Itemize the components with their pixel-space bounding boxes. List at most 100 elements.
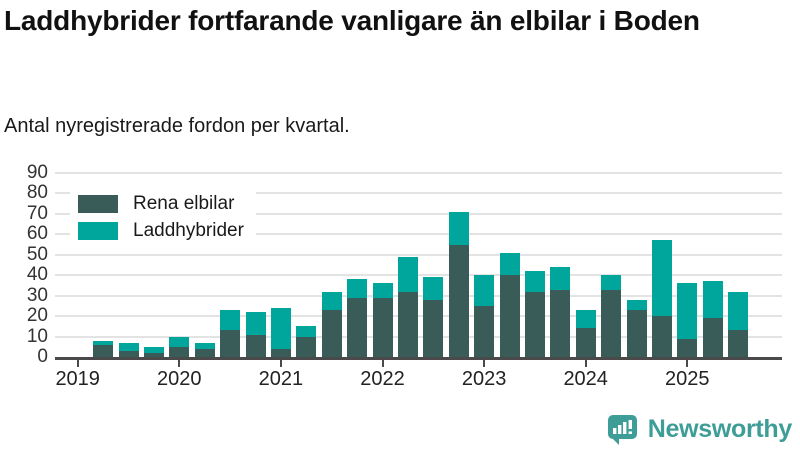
- bar-segment-laddhybrider: [702, 281, 723, 319]
- bar-segment-laddhybrider: [677, 283, 698, 339]
- bar-segment-laddhybrider: [474, 275, 495, 306]
- bar-segment-rena-elbilar: [372, 297, 393, 357]
- x-axis-year-label: 2023: [461, 368, 507, 390]
- y-axis-tick-label: 50: [26, 243, 48, 265]
- x-axis-tick: [381, 360, 384, 367]
- bar-segment-laddhybrider: [372, 283, 393, 298]
- bar-segment-laddhybrider: [601, 275, 622, 290]
- x-axis-year-label: 2025: [665, 368, 710, 390]
- legend-item-laddhybrider: Laddhybrider: [78, 220, 244, 242]
- bar-segment-rena-elbilar: [169, 346, 190, 357]
- legend-label-laddhybrider: Laddhybrider: [133, 220, 244, 241]
- bar-segment-laddhybrider: [220, 309, 241, 331]
- gridline-10: [55, 335, 782, 338]
- legend-label-rena-elbilar: Rena elbilar: [133, 193, 235, 214]
- y-axis-tick-label: 20: [26, 305, 48, 327]
- legend-swatch-rena-elbilar: [78, 195, 118, 213]
- bar-segment-laddhybrider: [270, 307, 291, 349]
- bar-chart-speech-bubble-icon: [607, 415, 637, 445]
- x-axis-year-label: 2024: [563, 368, 608, 390]
- bar-segment-rena-elbilar: [601, 289, 622, 357]
- bar-segment-rena-elbilar: [93, 344, 114, 357]
- x-axis-line: [55, 357, 782, 360]
- bar-segment-rena-elbilar: [397, 291, 418, 357]
- chart-subtitle: Antal nyregistrerade fordon per kvartal.: [4, 115, 350, 137]
- bar-segment-laddhybrider: [169, 336, 190, 347]
- bar-segment-rena-elbilar: [651, 316, 672, 357]
- gridline-20: [55, 315, 782, 318]
- bar-segment-rena-elbilar: [575, 328, 596, 357]
- gridline-50: [55, 253, 782, 256]
- bar-segment-rena-elbilar: [296, 336, 317, 357]
- x-axis-year-label: 2020: [157, 368, 202, 390]
- y-axis-tick-label: 40: [26, 264, 48, 286]
- legend-swatch-laddhybrider: [78, 222, 118, 240]
- y-axis-tick-label: 30: [26, 284, 48, 306]
- bar-segment-laddhybrider: [245, 312, 266, 335]
- x-axis-tick: [178, 360, 181, 367]
- bar-segment-rena-elbilar: [474, 305, 495, 357]
- x-axis-tick: [279, 360, 282, 367]
- bar-segment-rena-elbilar: [524, 291, 545, 357]
- y-axis-tick-label: 60: [26, 223, 48, 245]
- y-axis-tick-label: 90: [26, 162, 48, 183]
- bar-segment-laddhybrider: [524, 271, 545, 292]
- bar-segment-rena-elbilar: [321, 309, 342, 357]
- bar-segment-rena-elbilar: [702, 318, 723, 357]
- bar-segment-laddhybrider: [194, 342, 215, 349]
- bar-segment-laddhybrider: [296, 326, 317, 337]
- gridline-80: [55, 192, 782, 195]
- x-axis-tick: [483, 360, 486, 367]
- bar-segment-laddhybrider: [575, 309, 596, 329]
- bar-segment-rena-elbilar: [677, 338, 698, 357]
- gridline-40: [55, 274, 782, 277]
- bar-segment-rena-elbilar: [118, 350, 139, 357]
- bar-segment-laddhybrider: [423, 277, 444, 300]
- x-axis-tick: [584, 360, 587, 367]
- x-axis-tick: [686, 360, 689, 367]
- y-axis-tick-label: 70: [26, 202, 48, 224]
- x-axis-tick: [76, 360, 79, 367]
- newsworthy-logo: Newsworthy: [606, 413, 792, 446]
- brand-name: Newsworthy: [647, 415, 793, 443]
- bar-segment-rena-elbilar: [245, 334, 266, 357]
- bar-segment-rena-elbilar: [194, 348, 215, 357]
- x-axis-year-label: 2021: [258, 368, 304, 390]
- bar-segment-laddhybrider: [499, 252, 520, 276]
- bar-segment-rena-elbilar: [448, 244, 469, 357]
- bar-segment-laddhybrider: [93, 340, 114, 345]
- bar-segment-rena-elbilar: [143, 352, 164, 357]
- bar-segment-laddhybrider: [143, 346, 164, 353]
- bar-segment-rena-elbilar: [550, 289, 571, 357]
- gridline-90: [55, 172, 782, 174]
- bar-segment-rena-elbilar: [347, 297, 368, 357]
- bar-segment-rena-elbilar: [220, 330, 241, 357]
- bar-segment-laddhybrider: [651, 240, 672, 317]
- bar-segment-laddhybrider: [550, 267, 571, 290]
- gridline-70: [55, 212, 782, 215]
- y-axis-tick-label: 80: [26, 182, 48, 204]
- x-axis-year-label: 2022: [360, 368, 405, 390]
- bar-segment-laddhybrider: [118, 342, 139, 351]
- bar-segment-laddhybrider: [728, 291, 749, 331]
- bar-segment-rena-elbilar: [728, 330, 749, 357]
- gridline-30: [55, 294, 782, 297]
- chart-title: Laddhybrider fortfarande vanligare än el…: [4, 5, 700, 36]
- y-axis-tick-label: 10: [26, 325, 48, 347]
- bar-segment-laddhybrider: [448, 211, 469, 245]
- bar-segment-rena-elbilar: [270, 348, 291, 357]
- bar-segment-laddhybrider: [347, 279, 368, 298]
- legend: Rena elbilar Laddhybrider: [70, 184, 256, 253]
- bar-segment-laddhybrider: [626, 299, 647, 310]
- y-axis-tick-label: 0: [37, 346, 48, 367]
- bar-segment-rena-elbilar: [626, 309, 647, 357]
- bar-segment-laddhybrider: [321, 291, 342, 310]
- legend-item-rena-elbilar: Rena elbilar: [78, 193, 244, 215]
- x-axis-year-label: 2019: [55, 368, 100, 390]
- bar-segment-laddhybrider: [397, 256, 418, 292]
- gridline-60: [55, 233, 782, 236]
- bar-segment-rena-elbilar: [423, 299, 444, 357]
- bar-segment-rena-elbilar: [499, 275, 520, 357]
